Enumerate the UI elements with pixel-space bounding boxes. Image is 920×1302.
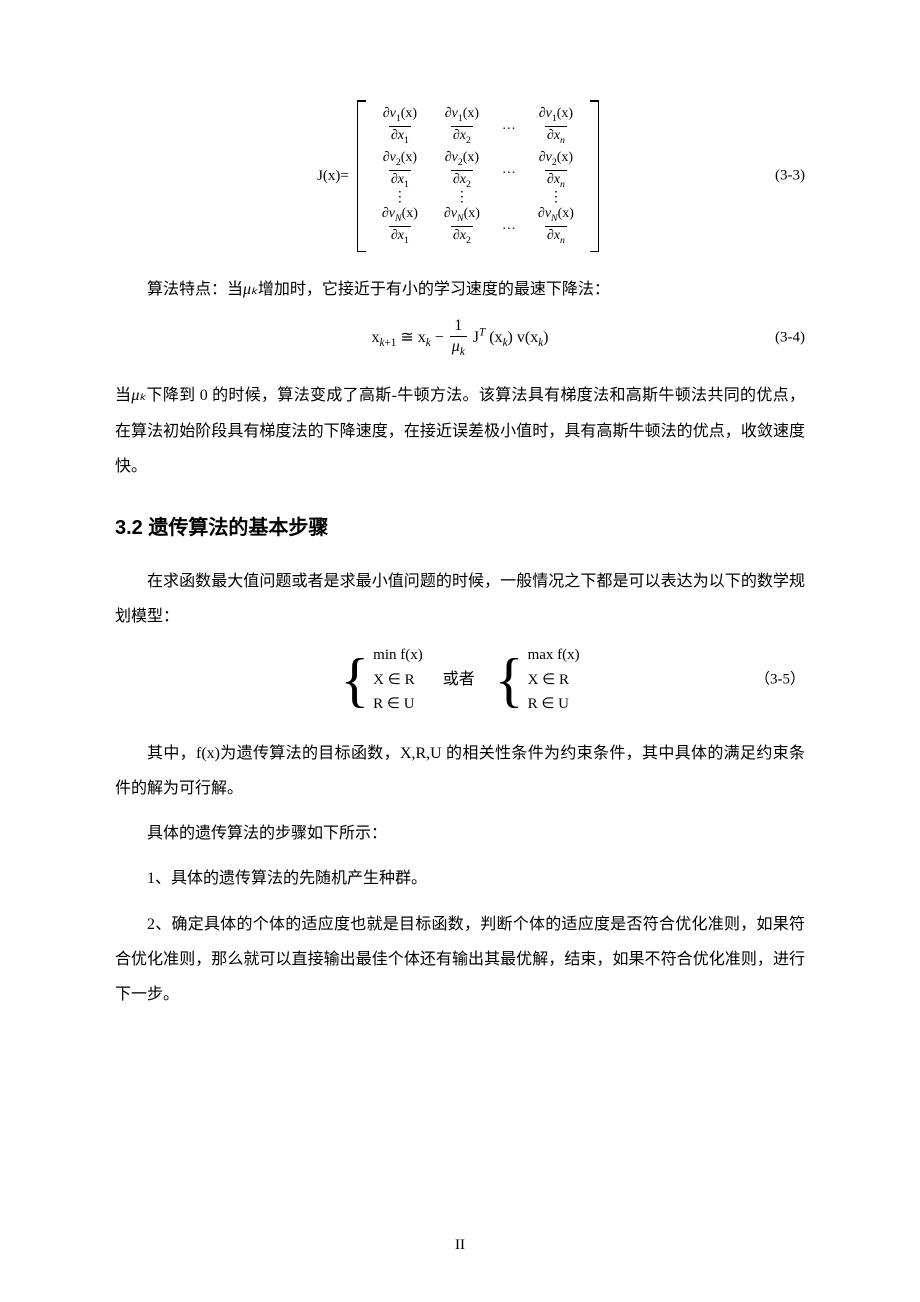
- paragraph-6: 1、具体的遗传算法的先随机产生种群。: [115, 861, 805, 896]
- p1-pre: 算法特点：当: [147, 281, 243, 298]
- paragraph-3: 在求函数最大值问题或者是求最小值问题的时候，一般情况之下都是可以表达为以下的数学…: [115, 564, 805, 634]
- eq34-num: 1: [452, 317, 464, 336]
- eq35-number: （3-5）: [755, 664, 805, 697]
- page-number: II: [0, 1229, 920, 1262]
- eq35-left-2: R ∈ U: [373, 693, 423, 716]
- eq33-lhs: J(x)=: [317, 160, 349, 193]
- paragraph-2: 当μₖ下降到 0 的时候，算法变成了高斯-牛顿方法。该算法具有梯度法和高斯牛顿法…: [115, 378, 805, 484]
- paragraph-1: 算法特点：当μₖ增加时，它接近于有小的学习速度的最速下降法：: [115, 272, 805, 307]
- eq35-mid: 或者: [443, 662, 475, 697]
- eq35-right-0: max f(x): [528, 644, 580, 667]
- eq34-number: (3-4): [775, 321, 805, 354]
- paragraph-4: 其中，f(x)为遗传算法的目标函数，X,R,U 的相关性条件为约束条件，其中具体…: [115, 736, 805, 806]
- eq35-left-1: X ∈ R: [373, 669, 423, 692]
- jacobian-matrix: ∂v1(x)∂x1 ∂v1(x)∂x2 … ∂v1(x)∂xn ∂v2(x)∂x…: [357, 100, 599, 252]
- page: J(x)= ∂v1(x)∂x1 ∂v1(x)∂x2 … ∂v1(x)∂xn ∂v…: [0, 0, 920, 1302]
- section-heading-3-2: 3.2 遗传算法的基本步骤: [115, 506, 805, 550]
- eq35-right-1: X ∈ R: [528, 669, 580, 692]
- equation-3-5: { min f(x) X ∈ R R ∈ U 或者 { max f(x) X ∈…: [115, 644, 805, 716]
- eq33-number: (3-3): [775, 160, 805, 193]
- paragraph-7: 2、确定具体的个体的适应度也就是目标函数，判断个体的适应度是否符合优化准则，如果…: [115, 907, 805, 1013]
- equation-3-3: J(x)= ∂v1(x)∂x1 ∂v1(x)∂x2 … ∂v1(x)∂xn ∂v…: [115, 100, 805, 252]
- eq35-left-group: { min f(x) X ∈ R R ∈ U: [340, 644, 422, 716]
- equation-3-4: xk+1 ≅ xk − 1 μk JT (xk) v(xk) (3-4): [115, 317, 805, 358]
- p2-muk: μₖ: [131, 387, 146, 404]
- eq35-left-0: min f(x): [373, 644, 423, 667]
- eq35-right-2: R ∈ U: [528, 693, 580, 716]
- p1-post: 增加时，它接近于有小的学习速度的最速下降法：: [258, 281, 610, 298]
- p2-pre: 当: [115, 387, 131, 404]
- eq35-right-group: { max f(x) X ∈ R R ∈ U: [495, 644, 580, 716]
- paragraph-5: 具体的遗传算法的步骤如下所示：: [115, 816, 805, 851]
- p2-post: 下降到 0 的时候，算法变成了高斯-牛顿方法。该算法具有梯度法和高斯牛顿法共同的…: [115, 387, 805, 474]
- p1-muk: μₖ: [243, 281, 258, 298]
